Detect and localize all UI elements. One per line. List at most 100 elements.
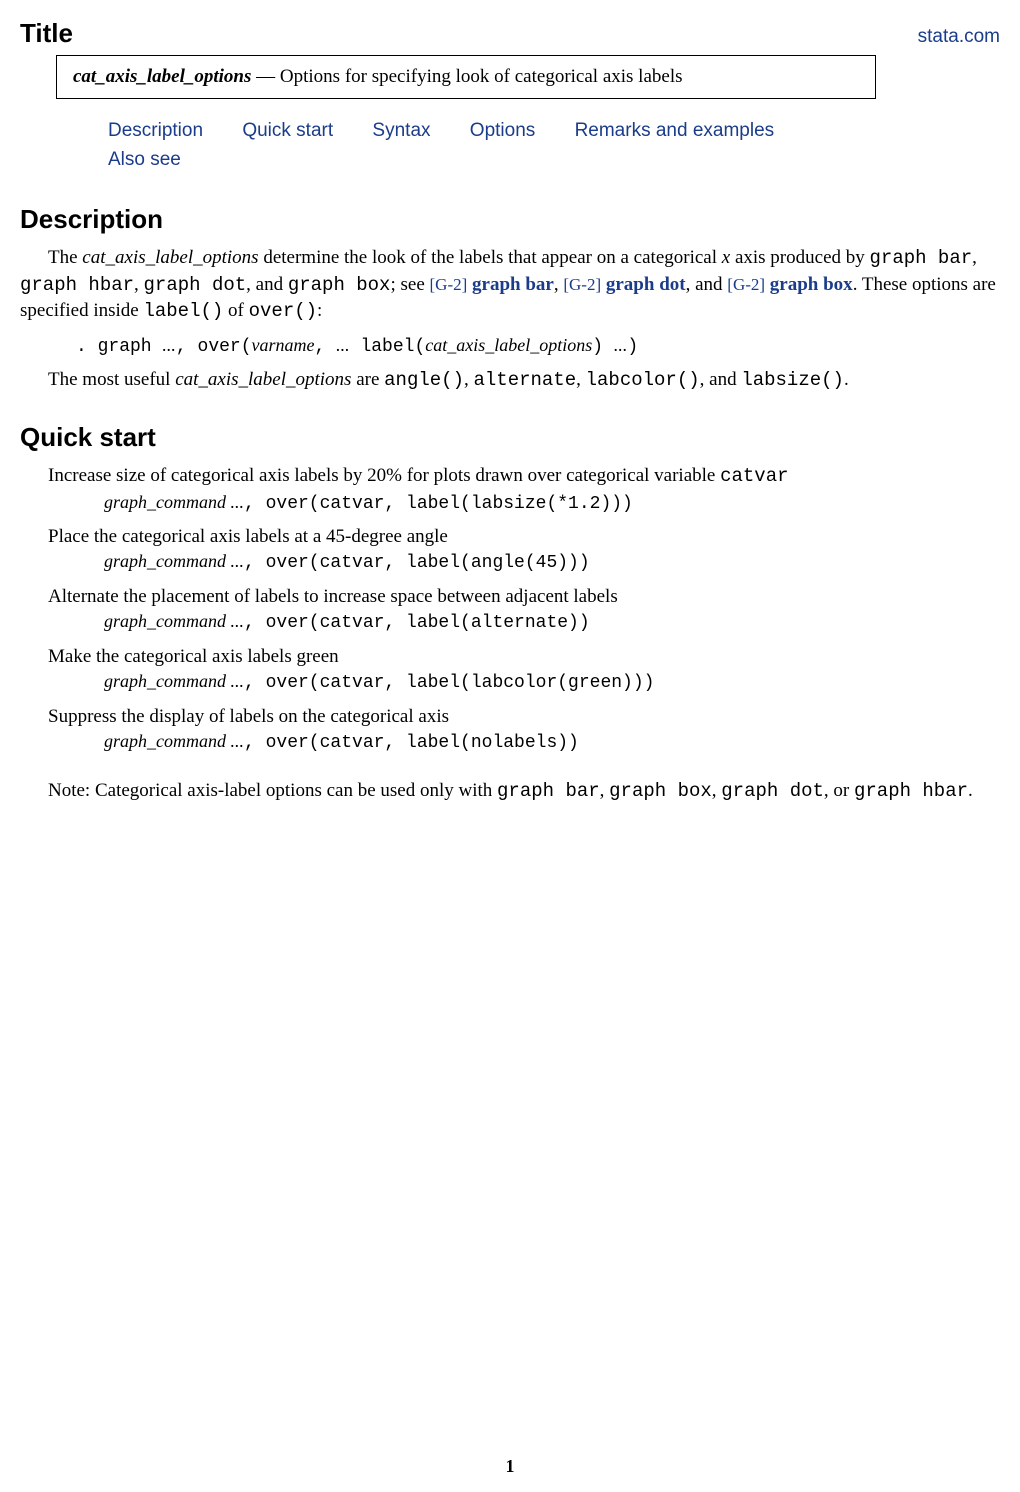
description-body: The cat_axis_label_options determine the… <box>20 245 1000 394</box>
qs-desc: Alternate the placement of labels to inc… <box>48 586 618 607</box>
dots: ... <box>231 551 245 571</box>
title-row: Title stata.com <box>20 18 1000 49</box>
qs-desc: Make the categorical axis labels green <box>48 646 339 667</box>
dots: ... <box>336 335 350 355</box>
options-placeholder: cat_axis_label_options <box>425 335 592 355</box>
title-box: cat_axis_label_options — Options for spe… <box>56 55 876 99</box>
entry-name: cat_axis_label_options <box>73 66 251 87</box>
nav-description[interactable]: Description <box>108 117 203 146</box>
text: ; see <box>390 274 429 295</box>
code: labsize() <box>741 369 844 391</box>
text: , and <box>700 369 742 390</box>
nav-also-see[interactable]: Also see <box>108 146 181 175</box>
qs-item: Increase size of categorical axis labels… <box>48 463 1000 516</box>
dots: ... <box>162 335 176 355</box>
text: determine the look of the labels that ap… <box>259 247 722 268</box>
term: cat_axis_label_options <box>82 247 258 268</box>
text: , and <box>246 274 288 295</box>
site-link[interactable]: stata.com <box>918 26 1000 48</box>
text: of <box>223 300 248 321</box>
manual-ref-tag[interactable]: [G-2] <box>430 275 468 294</box>
graph-command: graph_command <box>104 492 231 512</box>
text: The <box>48 247 82 268</box>
nav-quick-start[interactable]: Quick start <box>242 117 333 146</box>
text: , <box>554 274 564 295</box>
code: label( <box>350 337 426 357</box>
code: graph hbar <box>20 274 134 296</box>
cmd-rest: , over(catvar, label(labcolor(green))) <box>244 673 654 693</box>
cmd-rest: , over(catvar, label(angle(45))) <box>244 553 590 573</box>
dots: ... <box>231 671 245 691</box>
manual-ref-tag[interactable]: [G-2] <box>727 275 765 294</box>
code: label() <box>143 300 223 322</box>
text: , <box>134 274 144 295</box>
code: alternate <box>473 369 576 391</box>
code: ) <box>627 337 638 357</box>
nav-syntax[interactable]: Syntax <box>372 117 430 146</box>
code: , over( <box>176 337 252 357</box>
qs-item: Place the categorical axis labels at a 4… <box>48 524 1000 576</box>
description-command: . graph ..., over(varname, ... label(cat… <box>76 333 1000 359</box>
nav-remarks[interactable]: Remarks and examples <box>575 117 775 146</box>
code: labcolor() <box>586 369 700 391</box>
code: over() <box>249 300 317 322</box>
text: , and <box>686 274 728 295</box>
qs-item: Alternate the placement of labels to inc… <box>48 584 1000 636</box>
entry-desc: — Options for specifying look of categor… <box>251 66 682 87</box>
description-heading: Description <box>20 204 1000 235</box>
description-p1: The cat_axis_label_options determine the… <box>20 245 1000 325</box>
cmd-rest: , over(catvar, label(labsize(*1.2))) <box>244 494 633 514</box>
qs-desc-code: catvar <box>720 465 788 487</box>
code: graph box <box>288 274 391 296</box>
qs-command: graph_command ..., over(catvar, label(an… <box>104 549 1000 575</box>
qs-item: Suppress the display of labels on the ca… <box>48 704 1000 756</box>
qs-item: Make the categorical axis labels green g… <box>48 644 1000 696</box>
nav-options[interactable]: Options <box>470 117 535 146</box>
code: graph dot <box>721 780 824 802</box>
code: graph bar <box>497 780 600 802</box>
graph-command: graph_command <box>104 611 231 631</box>
page-container: Title stata.com cat_axis_label_options —… <box>0 0 1020 804</box>
description-p2: The most useful cat_axis_label_options a… <box>20 367 1000 394</box>
page-title: Title <box>20 18 73 49</box>
math-x: x <box>722 247 730 268</box>
text: , <box>576 369 586 390</box>
qs-command: graph_command ..., over(catvar, label(al… <box>104 609 1000 635</box>
text: The most useful <box>48 369 175 390</box>
text: . <box>844 369 849 390</box>
code: . graph <box>76 337 162 357</box>
quickstart-note: Note: Categorical axis-label options can… <box>48 778 1000 805</box>
cmd-rest: , over(catvar, label(alternate)) <box>244 613 590 633</box>
text: , <box>712 780 722 801</box>
text: are <box>351 369 384 390</box>
dots: ... <box>231 731 245 751</box>
dots: ... <box>231 492 245 512</box>
dots: ... <box>614 335 628 355</box>
graph-command: graph_command <box>104 671 231 691</box>
text: , <box>972 247 977 268</box>
qs-desc: Place the categorical axis labels at a 4… <box>48 526 448 547</box>
note-text: Note: Categorical axis-label options can… <box>48 780 497 801</box>
manual-ref-link[interactable]: graph box <box>765 274 853 295</box>
qs-command: graph_command ..., over(catvar, label(la… <box>104 669 1000 695</box>
quickstart-body: Increase size of categorical axis labels… <box>20 463 1000 804</box>
manual-ref-tag[interactable]: [G-2] <box>563 275 601 294</box>
page-number: 1 <box>0 1456 1020 1477</box>
manual-ref-link[interactable]: graph dot <box>601 274 685 295</box>
term: cat_axis_label_options <box>175 369 351 390</box>
text: axis produced by <box>730 247 869 268</box>
graph-command: graph_command <box>104 551 231 571</box>
quickstart-heading: Quick start <box>20 422 1000 453</box>
code: ) <box>592 337 614 357</box>
qs-command: graph_command ..., over(catvar, label(no… <box>104 729 1000 755</box>
code: graph bar <box>870 247 973 269</box>
manual-ref-link[interactable]: graph bar <box>467 274 554 295</box>
text: , or <box>824 780 854 801</box>
code: graph dot <box>144 274 247 296</box>
text: , <box>600 780 610 801</box>
text: : <box>317 300 322 321</box>
code: angle() <box>384 369 464 391</box>
code: , <box>315 337 337 357</box>
qs-desc: Suppress the display of labels on the ca… <box>48 706 449 727</box>
text: . <box>968 780 973 801</box>
